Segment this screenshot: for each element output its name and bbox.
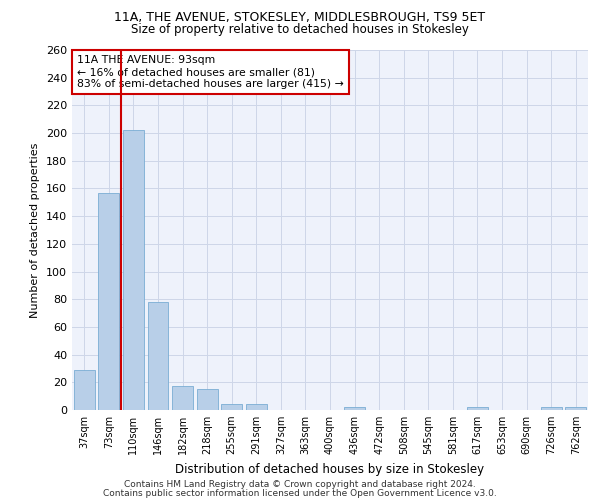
Text: 11A, THE AVENUE, STOKESLEY, MIDDLESBROUGH, TS9 5ET: 11A, THE AVENUE, STOKESLEY, MIDDLESBROUG… <box>115 11 485 24</box>
Bar <box>74 370 95 410</box>
Text: Size of property relative to detached houses in Stokesley: Size of property relative to detached ho… <box>131 22 469 36</box>
Bar <box>541 407 562 410</box>
Bar <box>98 192 119 410</box>
Bar <box>148 302 169 410</box>
Text: Contains public sector information licensed under the Open Government Licence v3: Contains public sector information licen… <box>103 489 497 498</box>
Bar <box>123 130 144 410</box>
Text: 11A THE AVENUE: 93sqm
← 16% of detached houses are smaller (81)
83% of semi-deta: 11A THE AVENUE: 93sqm ← 16% of detached … <box>77 56 344 88</box>
X-axis label: Distribution of detached houses by size in Stokesley: Distribution of detached houses by size … <box>175 462 485 475</box>
Text: Contains HM Land Registry data © Crown copyright and database right 2024.: Contains HM Land Registry data © Crown c… <box>124 480 476 489</box>
Bar <box>172 386 193 410</box>
Bar <box>246 404 267 410</box>
Bar <box>197 389 218 410</box>
Bar <box>467 407 488 410</box>
Bar <box>344 407 365 410</box>
Bar <box>221 404 242 410</box>
Bar <box>565 407 586 410</box>
Y-axis label: Number of detached properties: Number of detached properties <box>31 142 40 318</box>
